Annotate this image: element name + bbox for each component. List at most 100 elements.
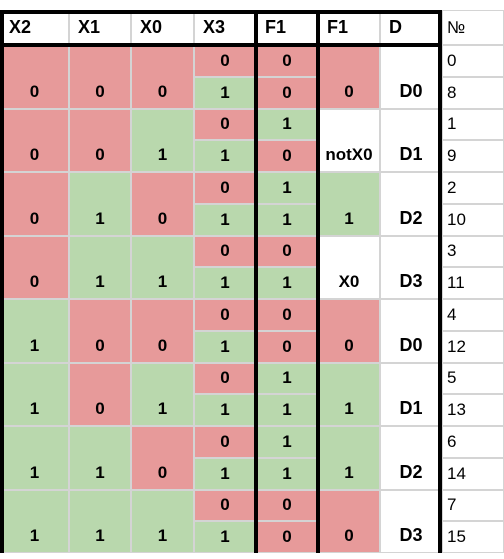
row-index: 4 [442, 299, 504, 331]
cell-f1-derived-value: 1 [344, 208, 354, 228]
cell-x2-value: 0 [29, 145, 40, 164]
cell-x0-value: 1 [157, 526, 168, 545]
cell-f1-derived-value: notX0 [325, 145, 373, 164]
row-index: 12 [442, 330, 504, 363]
cell-f1: 1 [256, 426, 318, 458]
cell-f1: 0 [256, 330, 318, 363]
cell-x2-value: 0 [29, 272, 40, 291]
cell-f1: 1 [256, 394, 318, 426]
cell-f1: 1 [256, 108, 318, 141]
cell-x1: 1 [69, 172, 131, 236]
cell-x1-value: 1 [95, 208, 105, 228]
cell-f1: 1 [256, 267, 318, 299]
cell-d-value: D2 [399, 461, 423, 482]
cell-d-value: D1 [399, 398, 423, 418]
cell-x2-value: 1 [29, 335, 40, 355]
cell-x1: 0 [69, 362, 131, 426]
header-border-bottom [0, 43, 442, 47]
cell-f1: 0 [256, 489, 318, 522]
cell-x3: 0 [194, 172, 256, 204]
cell-f1-derived: 0 [318, 45, 380, 109]
cell-x1: 1 [69, 489, 131, 553]
cell-x3: 1 [194, 76, 256, 109]
row-index: 9 [442, 140, 504, 172]
cell-d: D0 [380, 299, 442, 363]
header-x2: X2 [0, 10, 69, 45]
row-index: 3 [442, 235, 504, 268]
cell-x2: 1 [0, 489, 69, 553]
row-index: 6 [442, 426, 504, 458]
cell-x1: 0 [69, 45, 131, 109]
cell-x2-value: 1 [29, 462, 40, 482]
cell-x3: 1 [194, 457, 256, 490]
header-x3: X3 [194, 10, 256, 45]
row-index: 7 [442, 489, 504, 522]
cell-x1-value: 1 [95, 462, 105, 482]
table-border-top [0, 10, 442, 14]
cell-x0: 0 [131, 299, 194, 363]
header-x0: X0 [131, 10, 194, 45]
cell-x1-value: 0 [95, 399, 105, 418]
cell-x2: 1 [0, 362, 69, 426]
cell-x3: 0 [194, 299, 256, 331]
cell-x3: 1 [194, 521, 256, 553]
cell-d-value: D2 [399, 207, 423, 228]
row-index: 1 [442, 108, 504, 141]
cell-x1-value: 1 [95, 272, 105, 291]
cell-f1-derived: X0 [318, 235, 380, 299]
row-index: 8 [442, 76, 504, 109]
cell-f1: 0 [256, 140, 318, 172]
cell-x3: 0 [194, 489, 256, 522]
cell-d-value: D0 [399, 334, 423, 355]
cell-x2: 1 [0, 426, 69, 490]
row-index: 11 [442, 267, 504, 299]
cell-x2-value: 1 [29, 399, 40, 418]
cell-f1: 0 [256, 235, 318, 268]
cell-x0: 0 [131, 172, 194, 236]
cell-x0-value: 1 [157, 272, 168, 291]
cell-f1-derived-value: 0 [344, 81, 354, 101]
cell-x1-value: 1 [95, 526, 105, 545]
cell-x0: 0 [131, 426, 194, 490]
cell-x3: 0 [194, 235, 256, 268]
cell-x1-value: 0 [95, 335, 105, 355]
cell-d: D0 [380, 45, 442, 109]
cell-x3: 1 [194, 267, 256, 299]
row-index: 2 [442, 172, 504, 204]
cell-d: D3 [380, 235, 442, 299]
row-index: 14 [442, 457, 504, 490]
cell-f1: 0 [256, 521, 318, 553]
cell-x2: 0 [0, 172, 69, 236]
cell-f1-derived-value: 0 [344, 526, 354, 545]
cell-x2: 0 [0, 235, 69, 299]
cell-f1-derived: 1 [318, 172, 380, 236]
cell-f1-derived: 0 [318, 299, 380, 363]
cell-x0-value: 0 [157, 208, 168, 228]
row-index: 5 [442, 362, 504, 395]
cell-d: D2 [380, 172, 442, 236]
header-f1-2: F1 [318, 10, 380, 45]
cell-x2: 0 [0, 45, 69, 109]
cell-x1: 0 [69, 299, 131, 363]
cell-d-value: D3 [399, 525, 423, 545]
cell-x2-value: 0 [29, 208, 40, 228]
cell-x3: 0 [194, 45, 256, 77]
cell-x2: 0 [0, 108, 69, 172]
row-index: 10 [442, 203, 504, 236]
cell-x1: 1 [69, 426, 131, 490]
cell-x0: 1 [131, 489, 194, 553]
table-border-right [438, 10, 442, 553]
cell-x2-value: 0 [29, 81, 40, 101]
cell-d-value: D3 [399, 271, 423, 291]
header-d: D [380, 10, 442, 45]
cell-x2: 1 [0, 299, 69, 363]
cell-f1: 0 [256, 299, 318, 331]
cell-x0-value: 0 [157, 462, 168, 482]
cell-f1-derived: 1 [318, 362, 380, 426]
cell-f1: 1 [256, 457, 318, 490]
cell-x3: 1 [194, 140, 256, 172]
cell-d-value: D1 [399, 144, 423, 164]
cell-x1: 1 [69, 235, 131, 299]
cell-d: D3 [380, 489, 442, 553]
